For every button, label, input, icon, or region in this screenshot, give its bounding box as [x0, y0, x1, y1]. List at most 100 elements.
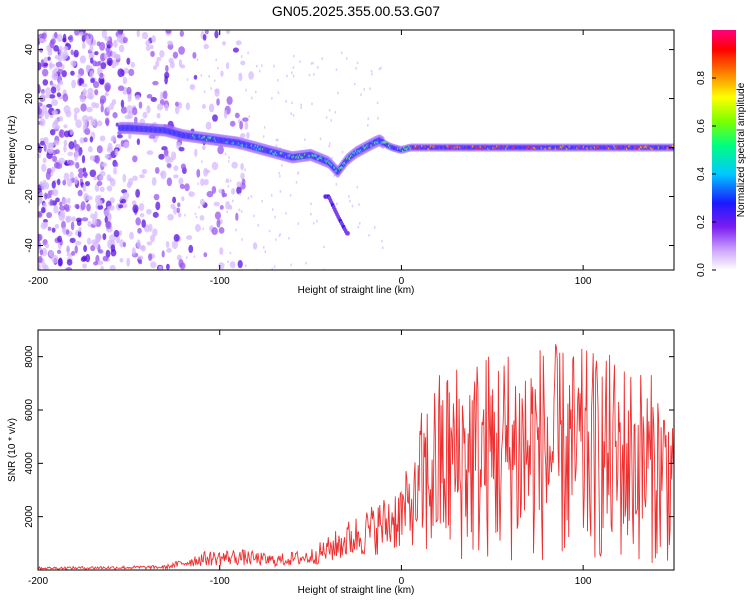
spectrogram-cell — [310, 202, 312, 206]
spectrogram-cell — [172, 196, 177, 204]
spectrogram-cell — [89, 45, 94, 52]
spectrogram-cell — [208, 75, 210, 78]
spectrogram-cell — [91, 101, 97, 109]
spectrogram-cell — [230, 188, 236, 195]
spectrogram-cell — [80, 256, 87, 262]
spectrogram-cell — [54, 31, 58, 39]
spectrogram-cell — [225, 62, 230, 70]
spectrogram-cell — [67, 197, 71, 204]
spectrogram-cell — [139, 213, 145, 218]
spectrogram-cell — [258, 69, 261, 73]
spectrogram-cell — [134, 94, 141, 101]
spectrogram-cell — [239, 133, 246, 139]
spectrogram-cell — [227, 260, 229, 263]
spectrogram-cell — [370, 69, 373, 73]
spectrogram-cell — [65, 110, 72, 118]
spectrogram-cell — [330, 119, 333, 122]
spectrogram-cell — [104, 154, 110, 159]
spectrogram-cell — [184, 183, 190, 192]
spectrogram-cell — [270, 194, 273, 197]
spectrogram-cell — [96, 260, 104, 265]
spectrogram-cell — [138, 259, 143, 265]
spectrogram-cell — [56, 83, 61, 92]
spectrogram-cell — [252, 242, 258, 250]
spectrogram-cell — [201, 103, 206, 109]
figure-title: GN05.2025.355.00.53.G07 — [272, 3, 440, 19]
spectrogram-cell — [261, 64, 263, 67]
spectrogram-cell — [285, 100, 287, 103]
spectrogram-cell — [185, 102, 190, 111]
spectrogram-cell — [312, 221, 315, 225]
spectrogram-cell — [152, 228, 158, 237]
spectrogram-cell — [59, 45, 63, 55]
spectrogram-cell — [98, 249, 104, 254]
spectrogram-cell — [96, 120, 103, 127]
spectrogram-cell — [55, 61, 63, 68]
snr-x-label: Height of straight line (km) — [298, 585, 415, 596]
spectrogram-cell — [179, 64, 186, 69]
spectrogram-cell — [355, 67, 357, 70]
spectrogram-cell — [51, 254, 59, 264]
spectrogram-cell — [105, 249, 111, 258]
spectrogram-cell — [38, 200, 41, 207]
spectrogram-cell — [85, 253, 91, 263]
spectrogram-cell — [317, 66, 319, 69]
spectrogram-cell — [321, 57, 324, 60]
spectrogram-cell — [226, 96, 233, 105]
colorbar-tick-label: 0.6 — [696, 119, 707, 133]
spectrogram-cell — [174, 101, 179, 107]
spectrogram-cell — [366, 124, 369, 127]
spectrogram-cell — [93, 81, 100, 89]
spectrogram-cell — [74, 150, 79, 158]
x-tick-label: 0 — [399, 576, 405, 587]
spectrogram-cell — [171, 240, 178, 250]
spectrogram-cell — [44, 110, 50, 120]
colorbar-gradient — [712, 30, 736, 270]
spectrogram-cell — [199, 198, 205, 206]
spectrogram-cell — [292, 74, 295, 78]
spectrogram-cell — [62, 50, 69, 60]
spectrogram-cell — [222, 41, 226, 46]
spectrogram-cell — [102, 255, 109, 262]
spectrogram-cell — [108, 177, 114, 183]
spectrogram-cell — [90, 244, 96, 252]
spectrogram-cell — [268, 229, 271, 233]
spectrogram-cell — [221, 188, 225, 198]
spectrogram-frame — [37, 29, 675, 271]
spectrogram-cell — [132, 175, 138, 181]
spectrogram-cell — [96, 180, 103, 187]
spectrogram-cell — [120, 198, 127, 204]
spectrogram-cell — [113, 167, 117, 175]
spectrogram-cell — [114, 148, 119, 156]
spectrogram-cell — [92, 118, 98, 128]
spectrogram-cell — [155, 201, 161, 211]
spectrogram-cell — [41, 207, 46, 214]
spectrogram-cell — [316, 219, 318, 223]
spectrogram-cell — [52, 69, 57, 75]
spectrogram-cell — [83, 244, 88, 253]
spectrogram-cell — [39, 48, 44, 53]
spectrogram-cell — [194, 212, 197, 216]
spectrogram-cell — [73, 107, 80, 114]
spectrogram-cell — [71, 79, 76, 89]
spectrogram-cell — [226, 204, 229, 207]
spectrogram-cell — [86, 203, 91, 212]
spectrogram-cell — [146, 94, 153, 99]
spectrogram-cell — [118, 44, 125, 53]
spectrogram-cell — [38, 62, 42, 71]
spectrogram-cell — [206, 190, 214, 198]
spectrogram-cell — [101, 162, 108, 167]
spectrogram-cell — [213, 79, 216, 82]
spectrogram-cell — [164, 75, 168, 85]
spectrogram-cell — [328, 144, 330, 148]
spectrogram-cell — [99, 135, 106, 142]
spectrogram-cell — [198, 205, 200, 209]
spectrogram-cell — [255, 90, 257, 94]
spectrogram-cell — [122, 76, 128, 85]
spectrogram-cell — [241, 178, 246, 186]
spectrogram-cell — [203, 43, 209, 50]
spectrogram-cell — [59, 205, 66, 211]
spectrogram-cell — [146, 105, 151, 114]
spectrogram-cell — [90, 57, 94, 64]
spectrogram-cell — [273, 265, 276, 268]
